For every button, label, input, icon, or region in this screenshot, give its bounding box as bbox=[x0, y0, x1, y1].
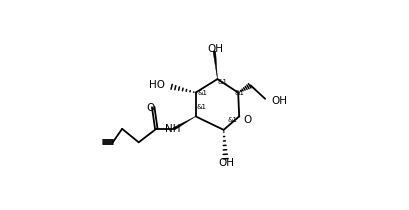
Text: &1: &1 bbox=[196, 104, 206, 110]
Text: &1: &1 bbox=[216, 79, 227, 85]
Text: &1: &1 bbox=[234, 90, 243, 96]
Text: &1: &1 bbox=[197, 90, 207, 96]
Text: HO: HO bbox=[148, 80, 164, 90]
Polygon shape bbox=[173, 116, 195, 130]
Text: OH: OH bbox=[270, 96, 286, 106]
Text: OH: OH bbox=[207, 44, 222, 54]
Text: &1: &1 bbox=[227, 117, 237, 123]
Text: O: O bbox=[243, 114, 251, 125]
Text: O: O bbox=[146, 103, 155, 113]
Polygon shape bbox=[212, 51, 217, 79]
Text: OH: OH bbox=[218, 158, 234, 168]
Text: NH: NH bbox=[165, 124, 180, 134]
